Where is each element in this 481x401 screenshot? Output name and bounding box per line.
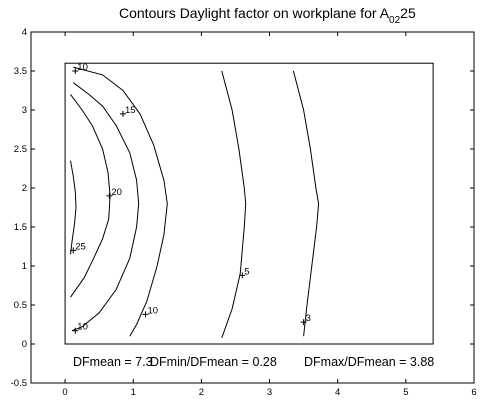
contour-label-marker (120, 110, 127, 117)
contour-line-25 (70, 160, 77, 255)
y-tick-label: 3.5 (14, 66, 27, 77)
dfmax-ratio-text: DFmax/DFmean = 3.88 (304, 355, 434, 369)
contour-label-marker (72, 68, 79, 74)
x-tick-label: 1 (131, 387, 136, 398)
contour-label-marker (142, 311, 149, 318)
x-tick-label: 0 (62, 387, 67, 398)
y-tick-label: 0.5 (14, 300, 27, 311)
x-tick-label: 5 (403, 387, 408, 398)
x-tick-label: 3 (267, 387, 272, 398)
contour-line-10 (73, 66, 168, 337)
y-tick-label: 1 (22, 261, 27, 272)
y-tick-label: 0 (22, 339, 27, 350)
contour-label-5: 5 (244, 266, 249, 277)
contour-label-10: 10 (147, 305, 158, 316)
contour-label-20: 20 (111, 187, 122, 198)
dfmean-text: DFmean = 7.3 (73, 355, 153, 369)
y-tick-label: -0.5 (11, 378, 27, 389)
y-tick-label: 2 (22, 183, 27, 194)
chart-title: Contours Daylight factor on workplane fo… (119, 5, 416, 26)
contour-line-5 (221, 70, 247, 338)
contour-label-marker (239, 272, 246, 279)
contour-lines: 25 20 15 10 10 10 5 3 (70, 62, 320, 338)
y-tick-label: 2.5 (14, 144, 27, 155)
dfmin-ratio-text: DFmin/DFmean = 0.28 (150, 355, 277, 369)
y-tick-label: 1.5 (14, 222, 27, 233)
x-tick-label: 4 (335, 387, 340, 398)
contour-label-3: 3 (306, 313, 311, 324)
stats-line: DFmean = 7.3 DFmin/DFmean = 0.28 DFmax/D… (73, 355, 434, 369)
room-outline (64, 62, 434, 345)
axis-ticks: 0 1 2 3 4 5 6 -0.5 0 0.5 1 1.5 2 2.5 3 3.5 4 (11, 27, 477, 398)
contour-label-marker (70, 247, 77, 254)
contour-label-10: 10 (77, 322, 88, 333)
y-tick-label: 4 (22, 27, 27, 38)
contour-label-marker (106, 192, 113, 199)
x-tick-label: 2 (199, 387, 204, 398)
contour-label-25: 25 (75, 241, 86, 252)
contour-label-10: 10 (77, 62, 88, 73)
y-tick-label: 3 (22, 105, 27, 116)
contour-label-marker (72, 327, 79, 334)
contour-line-15 (71, 82, 140, 332)
contour-line-3 (292, 70, 320, 337)
contour-label-15: 15 (125, 105, 136, 116)
x-tick-label: 6 (471, 387, 476, 398)
contour-label-marker (300, 319, 307, 326)
axes-frame (30, 31, 475, 384)
contour-line-20 (70, 94, 111, 298)
